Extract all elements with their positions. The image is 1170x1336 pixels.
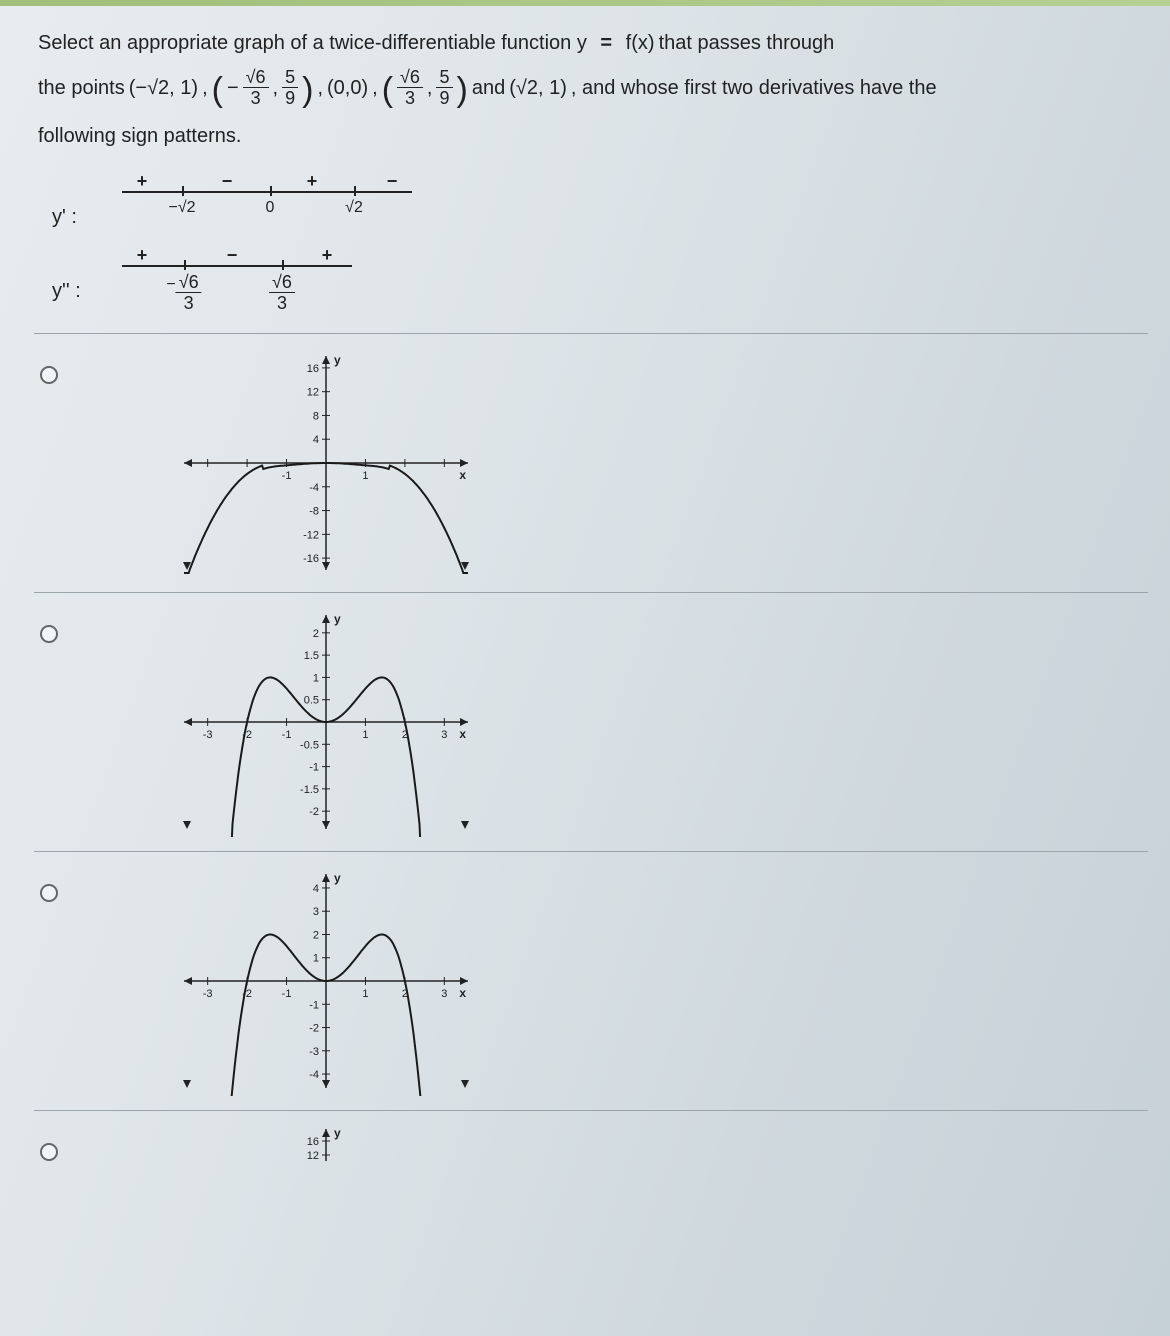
svg-text:1: 1 bbox=[313, 953, 319, 965]
svg-text:x: x bbox=[459, 468, 466, 482]
svg-text:-1: -1 bbox=[309, 999, 319, 1011]
svg-text:8: 8 bbox=[313, 410, 319, 422]
svg-text:-3: -3 bbox=[203, 729, 213, 741]
stem-text-1: Select an appropriate graph of a twice-d… bbox=[38, 24, 587, 62]
fraction-sqrt6-over-3: √6 3 bbox=[243, 68, 269, 107]
option-2-graph: -3-2-1123-2-1.5-1-0.50.511.52yx bbox=[176, 607, 476, 837]
svg-text:1: 1 bbox=[313, 672, 319, 684]
option-1-graph: -1 1 -16 -12 -8 -4 4 8 12 16 y x bbox=[176, 348, 476, 578]
radio-icon[interactable] bbox=[40, 884, 58, 902]
svg-text:-1: -1 bbox=[282, 988, 292, 1000]
svg-text:-2: -2 bbox=[309, 1023, 319, 1035]
svg-text:1.5: 1.5 bbox=[304, 650, 319, 662]
svg-text:16: 16 bbox=[307, 363, 319, 375]
top-accent-band bbox=[0, 0, 1170, 6]
comma-2: , bbox=[317, 69, 323, 107]
svg-text:16: 16 bbox=[307, 1136, 319, 1148]
options-list: -11-16-12-8-4481216yx -3-2-1123-2-1.5-1-… bbox=[34, 333, 1148, 1175]
svg-text:3: 3 bbox=[441, 729, 447, 741]
svg-text:3: 3 bbox=[441, 988, 447, 1000]
option-4[interactable]: y 16 12 bbox=[34, 1110, 1148, 1175]
neg-sign: − bbox=[227, 69, 239, 107]
point-5: (√2, 1) bbox=[509, 69, 567, 107]
svg-text:x: x bbox=[459, 986, 466, 1000]
svg-text:4: 4 bbox=[313, 434, 319, 446]
radio-icon[interactable] bbox=[40, 625, 58, 643]
fraction-sqrt6-over-3: √6 3 bbox=[397, 68, 423, 107]
eq-sign: = bbox=[600, 24, 612, 62]
radio-icon[interactable] bbox=[40, 366, 58, 384]
point-1: (−√2, 1) bbox=[129, 69, 198, 107]
and-text: and bbox=[472, 69, 505, 107]
svg-text:-1: -1 bbox=[309, 762, 319, 774]
svg-text:y: y bbox=[334, 612, 341, 626]
option-4-graph-partial: y 16 12 bbox=[176, 1125, 476, 1161]
svg-text:-8: -8 bbox=[309, 506, 319, 518]
svg-text:12: 12 bbox=[307, 387, 319, 399]
svg-text:2: 2 bbox=[313, 929, 319, 941]
svg-text:y: y bbox=[334, 871, 341, 885]
first-derivative-signs: y' : +−+−−√20√2 bbox=[34, 165, 1148, 247]
y-prime-label: y' : bbox=[52, 206, 100, 229]
svg-text:1: 1 bbox=[362, 470, 368, 482]
comma-inner: , bbox=[273, 69, 279, 107]
y-double-prime-signline: +−+−√63√63 bbox=[122, 251, 352, 303]
svg-text:-3: -3 bbox=[309, 1046, 319, 1058]
question-stem: Select an appropriate graph of a twice-d… bbox=[34, 18, 1148, 165]
y-double-prime-label: y'' : bbox=[52, 280, 100, 303]
svg-text:-1: -1 bbox=[282, 470, 292, 482]
comma-3: , bbox=[372, 69, 378, 107]
stem-text-3: following sign patterns. bbox=[38, 117, 241, 155]
svg-text:2: 2 bbox=[313, 628, 319, 640]
comma-1: , bbox=[202, 69, 208, 107]
svg-text:y: y bbox=[334, 1126, 341, 1140]
svg-text:-2: -2 bbox=[309, 806, 319, 818]
stem-text-2b: , and whose first two derivatives have t… bbox=[571, 69, 937, 107]
svg-text:x: x bbox=[459, 727, 466, 741]
svg-text:-4: -4 bbox=[309, 1069, 319, 1081]
svg-text:-1.5: -1.5 bbox=[300, 784, 319, 796]
stem-text-2a: the points bbox=[38, 69, 125, 107]
option-1[interactable]: -1 1 -16 -12 -8 -4 4 8 12 16 y x bbox=[34, 333, 1148, 592]
svg-text:3: 3 bbox=[313, 906, 319, 918]
svg-text:12: 12 bbox=[307, 1150, 319, 1161]
svg-text:-16: -16 bbox=[303, 553, 319, 565]
comma-inner: , bbox=[427, 69, 433, 107]
fraction-5-over-9: 5 9 bbox=[282, 68, 298, 107]
svg-text:-12: -12 bbox=[303, 529, 319, 541]
svg-text:1: 1 bbox=[362, 988, 368, 1000]
svg-text:-4: -4 bbox=[309, 482, 319, 494]
option-3-graph: -3-2-1123-4-3-2-11234yx bbox=[176, 866, 476, 1096]
option-2[interactable]: -3-2-1123-2-1.5-1-0.50.511.52yx bbox=[34, 592, 1148, 851]
svg-text:-3: -3 bbox=[203, 988, 213, 1000]
fraction-5-over-9: 5 9 bbox=[436, 68, 452, 107]
point-3: (0,0) bbox=[327, 69, 368, 107]
svg-text:1: 1 bbox=[362, 729, 368, 741]
svg-text:4: 4 bbox=[313, 883, 319, 895]
y-prime-signline: +−+−−√20√2 bbox=[122, 177, 412, 229]
fx: f(x) bbox=[626, 24, 655, 62]
radio-icon[interactable] bbox=[40, 1143, 58, 1161]
option-3[interactable]: -3-2-1123-4-3-2-11234yx bbox=[34, 851, 1148, 1110]
svg-text:y: y bbox=[334, 353, 341, 367]
svg-text:-0.5: -0.5 bbox=[300, 739, 319, 751]
svg-text:0.5: 0.5 bbox=[304, 695, 319, 707]
stem-text-1b: that passes through bbox=[659, 24, 835, 62]
svg-text:-1: -1 bbox=[282, 729, 292, 741]
page: Select an appropriate graph of a twice-d… bbox=[0, 0, 1170, 1336]
second-derivative-signs: y'' : +−+−√63√63 bbox=[34, 247, 1148, 329]
